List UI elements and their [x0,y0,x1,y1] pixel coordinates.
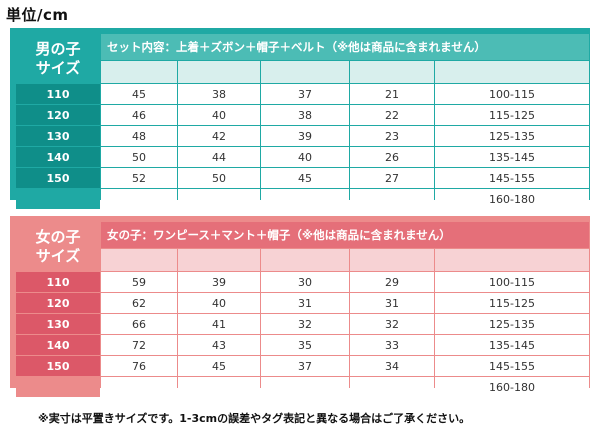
girls-table-cell: 30 [261,272,349,292]
boys-table-cell: 125-135 [435,126,589,146]
girls-table-cell: 135-145 [435,335,589,355]
girls-table-cell: 33 [350,335,434,355]
girls-table-cell: 39 [178,272,260,292]
girls-subheader-cell [261,249,349,271]
girls-table-cell: 45 [178,356,260,376]
girls-size-label: 130 [16,314,100,334]
girls-table-cell: 76 [101,356,177,376]
girls-subheader-cell [101,249,177,271]
boys-table-cell [178,189,260,209]
boys-table-cell: 115-125 [435,105,589,125]
boys-title-line1: 男の子 [35,39,81,58]
girls-size-label: 150 [16,356,100,376]
girls-table-cell: 32 [261,314,349,334]
girls-table-cell: 145-155 [435,356,589,376]
boys-table-cell: 160-180 [435,189,589,209]
girls-table-cell: 66 [101,314,177,334]
boys-table-cell: 145-155 [435,168,589,188]
boys-subheader-cell [178,61,260,83]
boys-size-label: 110 [16,84,100,104]
unit-label: 単位/cm [6,6,69,24]
girls-table-cell: 72 [101,335,177,355]
girls-table-cell: 100-115 [435,272,589,292]
boys-table-cell: 42 [178,126,260,146]
boys-size-title: 男の子 サイズ [16,34,100,83]
girls-table-cell [101,377,177,397]
boys-size-label: 130 [16,126,100,146]
girls-table-cell [178,377,260,397]
girls-table-cell: 32 [350,314,434,334]
girls-table-cell [350,377,434,397]
boys-table-cell: 40 [178,105,260,125]
boys-table-cell: 46 [101,105,177,125]
boys-size-label [16,189,100,209]
girls-table-cell: 62 [101,293,177,313]
girls-table-cell: 35 [261,335,349,355]
boys-table-cell: 37 [261,84,349,104]
girls-set-contents-header: 女の子：ワンピース＋マント＋帽子（※他は商品に含まれません） [101,222,589,248]
boys-subheader-cell [261,61,349,83]
girls-table-cell: 59 [101,272,177,292]
girls-size-label [16,377,100,397]
boys-table-cell [101,189,177,209]
boys-table-cell: 45 [261,168,349,188]
boys-table-cell: 22 [350,105,434,125]
girls-grid: 女の子 サイズ 女の子：ワンピース＋マント＋帽子（※他は商品に含まれません） 1… [16,222,589,397]
girls-table-cell: 40 [178,293,260,313]
girls-subheader-cell [435,249,589,271]
girls-subheader-cell [178,249,260,271]
girls-table-cell [261,377,349,397]
girls-title-line1: 女の子 [35,227,81,246]
girls-size-table: 女の子 サイズ 女の子：ワンピース＋マント＋帽子（※他は商品に含まれません） 1… [10,216,590,397]
girls-size-title: 女の子 サイズ [16,222,100,271]
girls-table-cell: 31 [261,293,349,313]
boys-table-cell: 100-115 [435,84,589,104]
boys-subheader-cell [101,61,177,83]
boys-table-cell: 23 [350,126,434,146]
boys-table-cell: 38 [261,105,349,125]
boys-table-cell: 50 [101,147,177,167]
girls-size-label: 110 [16,272,100,292]
boys-table-cell: 27 [350,168,434,188]
girls-size-label: 120 [16,293,100,313]
boys-set-contents-header: セット内容：上着＋ズボン＋帽子＋ベルト（※他は商品に含まれません） [101,34,589,60]
girls-table-cell: 115-125 [435,293,589,313]
girls-subheader-cell [350,249,434,271]
boys-table-cell: 40 [261,147,349,167]
boys-table-cell: 44 [178,147,260,167]
boys-table-cell: 135-145 [435,147,589,167]
boys-table-cell: 45 [101,84,177,104]
boys-table-cell: 21 [350,84,434,104]
girls-title-line2: サイズ [35,246,81,265]
girls-table-cell: 41 [178,314,260,334]
boys-size-label: 150 [16,168,100,188]
girls-table-cell: 34 [350,356,434,376]
boys-size-label: 140 [16,147,100,167]
boys-table-cell: 26 [350,147,434,167]
girls-table-cell: 43 [178,335,260,355]
boys-table-cell: 48 [101,126,177,146]
girls-table-cell: 125-135 [435,314,589,334]
girls-table-cell: 37 [261,356,349,376]
boys-size-table: 男の子 サイズ セット内容：上着＋ズボン＋帽子＋ベルト（※他は商品に含まれません… [10,28,590,209]
boys-table-cell [261,189,349,209]
boys-table-cell: 52 [101,168,177,188]
boys-subheader-cell [435,61,589,83]
girls-table-cell: 29 [350,272,434,292]
boys-table-cell: 39 [261,126,349,146]
girls-table-cell: 31 [350,293,434,313]
boys-grid: 男の子 サイズ セット内容：上着＋ズボン＋帽子＋ベルト（※他は商品に含まれません… [16,34,589,209]
boys-table-cell: 50 [178,168,260,188]
boys-subheader-cell [350,61,434,83]
girls-table-cell: 160-180 [435,377,589,397]
girls-size-label: 140 [16,335,100,355]
boys-table-cell [350,189,434,209]
boys-table-cell: 38 [178,84,260,104]
measurement-footnote: ※実寸は平置きサイズです。1-3cmの誤差やタグ表記と異なる場合はご了承ください… [38,412,471,425]
boys-size-label: 120 [16,105,100,125]
boys-title-line2: サイズ [35,58,81,77]
